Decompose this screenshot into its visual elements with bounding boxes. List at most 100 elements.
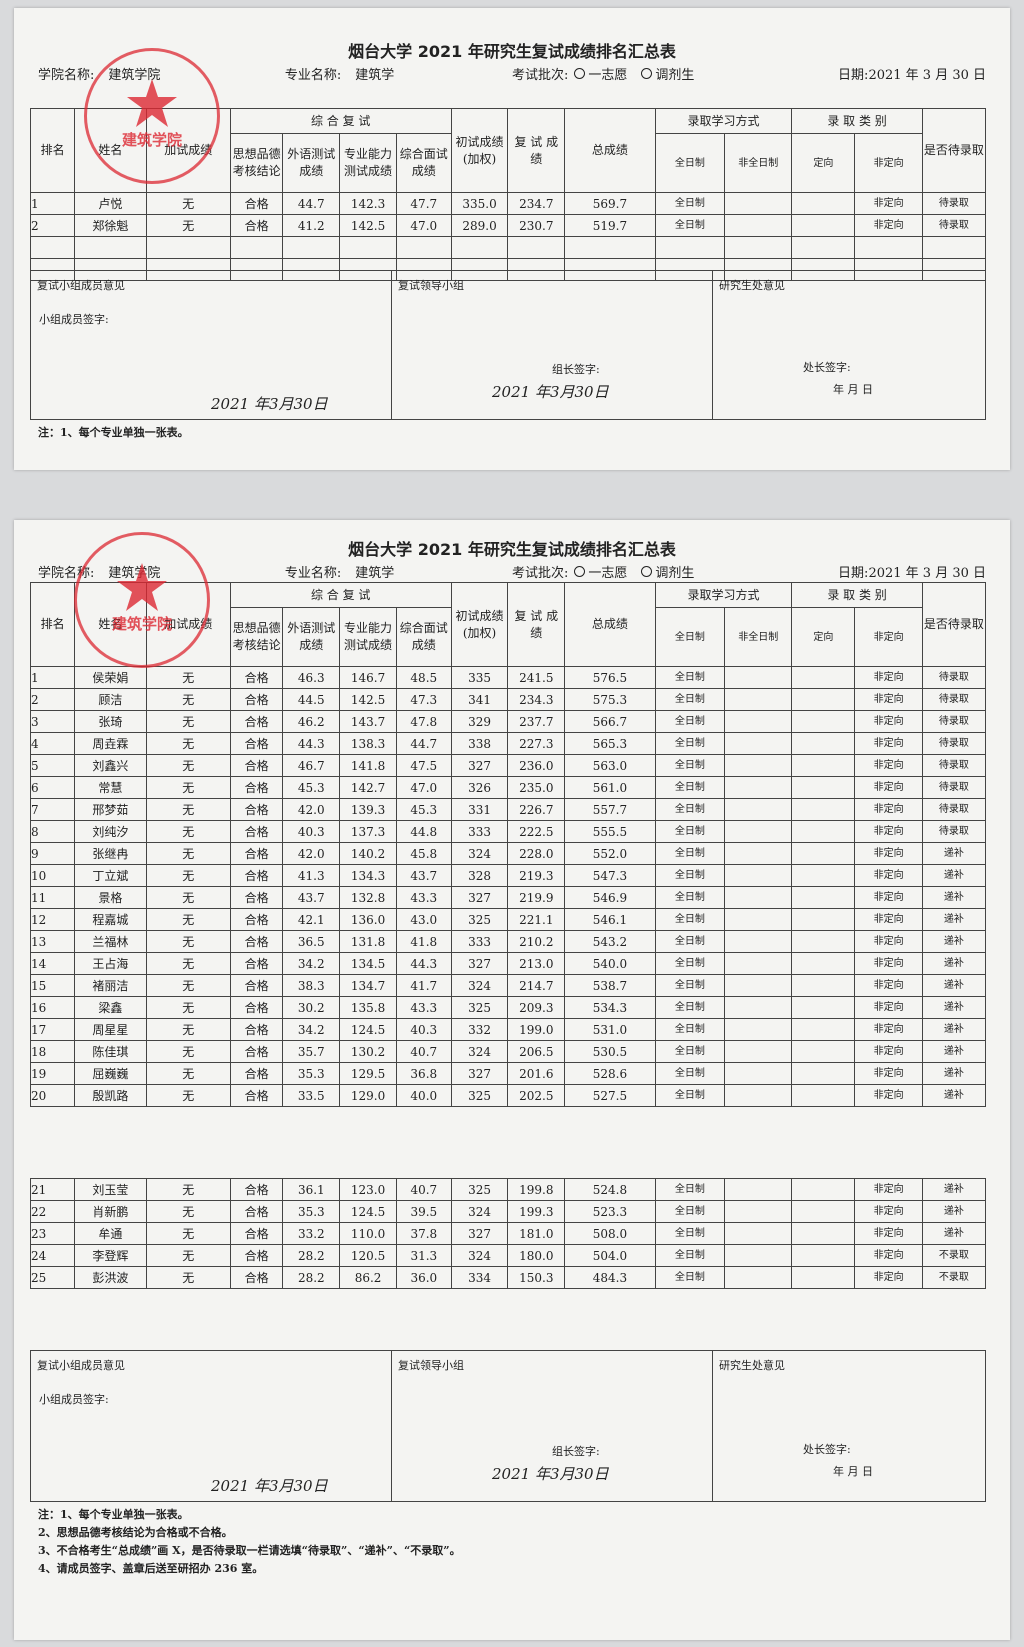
cell: 全日制: [654, 688, 726, 711]
office-opinion: 研究生处意见 处长签字: 年 月 日: [713, 271, 985, 419]
sheet-title: 烟台大学 2021 年研究生复试成绩排名汇总表: [348, 42, 676, 61]
cell: 236.0: [507, 754, 566, 777]
cell: 合格: [229, 1062, 284, 1085]
cell: [791, 710, 856, 733]
cell: 138.3: [339, 732, 397, 755]
cell: [339, 258, 397, 281]
cell: [724, 710, 793, 733]
cell: 待录取: [921, 710, 987, 733]
header-cell: 复 试 成 绩: [507, 582, 566, 667]
cell: 合格: [229, 666, 284, 689]
cell: 合格: [229, 214, 284, 237]
cell: 待录取: [921, 192, 987, 215]
cell: 待录取: [921, 798, 987, 821]
cell: 35.3: [282, 1200, 341, 1223]
cell: [724, 996, 793, 1019]
cell: 565.3: [564, 732, 656, 755]
cell: 484.3: [564, 1266, 656, 1289]
cell: 13: [29, 930, 76, 953]
cell: 324: [450, 1200, 509, 1223]
data-row: 10 丁立斌无合格 41.3 134.3 43.7 328 219.3 547.3 全日制 非定向…: [29, 864, 987, 887]
cell: 338: [450, 732, 509, 755]
cell: 侯荣娟: [74, 666, 147, 689]
cell: 40.7: [395, 1178, 452, 1201]
cell: 124.5: [339, 1018, 397, 1041]
cell: 146.7: [339, 666, 397, 689]
cell: [724, 258, 793, 281]
cell: [791, 930, 856, 953]
cell: 42.0: [282, 842, 341, 865]
cell: 325: [450, 1178, 509, 1201]
cell: [724, 1244, 793, 1267]
cell: 40.3: [282, 820, 341, 843]
cell: [74, 236, 147, 259]
option-label: 一志愿: [588, 68, 628, 83]
cell: 46.2: [282, 710, 341, 733]
cell: 非定向: [854, 974, 923, 997]
cell: 全日制: [654, 864, 726, 887]
cell: 彭洪波: [74, 1266, 147, 1289]
header-cell: 非定向: [854, 607, 923, 667]
cell: 132.8: [339, 886, 397, 909]
cell: 2: [29, 688, 76, 711]
cell: 非定向: [854, 710, 923, 733]
cell: 45.3: [282, 776, 341, 799]
header-cell: 录 取 类 别: [791, 582, 923, 608]
cell: 合格: [229, 1040, 284, 1063]
cell: 待录取: [921, 214, 987, 237]
cell: 递补: [921, 930, 987, 953]
cell: 丁立斌: [74, 864, 147, 887]
cell: 非定向: [854, 864, 923, 887]
value: 建筑学: [355, 566, 395, 581]
cell: 全日制: [654, 1018, 726, 1041]
cell: 合格: [229, 996, 284, 1019]
cell: 合格: [229, 1200, 284, 1223]
cell: 327: [450, 754, 509, 777]
cell: [724, 732, 793, 755]
cell: [854, 258, 923, 281]
cell: 325: [450, 908, 509, 931]
cell: [791, 1084, 856, 1107]
cell: [564, 236, 656, 259]
cell: [791, 1266, 856, 1289]
data-row: 2 郑徐魁无合格 41.2 142.5 47.0 289.0 230.7 519.7 全日制 非定…: [29, 214, 987, 237]
cell: 45.3: [395, 798, 452, 821]
cell: 142.3: [339, 192, 397, 215]
cell: 待录取: [921, 820, 987, 843]
cell: 刘纯汐: [74, 820, 147, 843]
cell: 35.3: [282, 1062, 341, 1085]
cell: 非定向: [854, 1222, 923, 1245]
cell: 142.5: [339, 688, 397, 711]
cell: 递补: [921, 1178, 987, 1201]
cell: 无: [145, 1244, 231, 1267]
label: 专业名称:: [284, 566, 342, 581]
meta-field: 专业名称: 建筑学: [285, 562, 512, 581]
label: 日期:: [838, 566, 869, 581]
cell: 324: [450, 1040, 509, 1063]
cell: [724, 1200, 793, 1223]
cell: 程嘉城: [74, 908, 147, 931]
data-row: 1 卢悦无合格 44.7 142.3 47.7 335.0 234.7 569.7 全日制 非定向…: [29, 192, 987, 215]
data-row: 1 侯荣娟无合格 46.3 146.7 48.5 335 241.5 576.5 全日制 非定向待…: [29, 666, 987, 689]
cell: 140.2: [339, 842, 397, 865]
cell: 44.8: [395, 820, 452, 843]
cell: 无: [145, 798, 231, 821]
cell: [921, 258, 987, 281]
cell: 222.5: [507, 820, 566, 843]
option: 调剂生: [641, 64, 694, 83]
radio: [574, 68, 586, 79]
cell: 226.7: [507, 798, 566, 821]
cell: 全日制: [654, 754, 726, 777]
data-row: 13 兰福林无合格 36.5 131.8 41.8 333 210.2 543.2 全日制 非定向…: [29, 930, 987, 953]
label: 处长签字:: [803, 361, 851, 374]
cell: 324: [450, 1244, 509, 1267]
cell: 王占海: [74, 952, 147, 975]
cell: 递补: [921, 1040, 987, 1063]
cell: 全日制: [654, 886, 726, 909]
cell: 全日制: [654, 1178, 726, 1201]
cell: 47.0: [395, 776, 452, 799]
cell: 325: [450, 1084, 509, 1107]
data-row: 8 刘纯汐无合格 40.3 137.3 44.8 333 222.5 555.5 全日制 非定向待…: [29, 820, 987, 843]
cell: 569.7: [564, 192, 656, 215]
cell: 递补: [921, 1222, 987, 1245]
